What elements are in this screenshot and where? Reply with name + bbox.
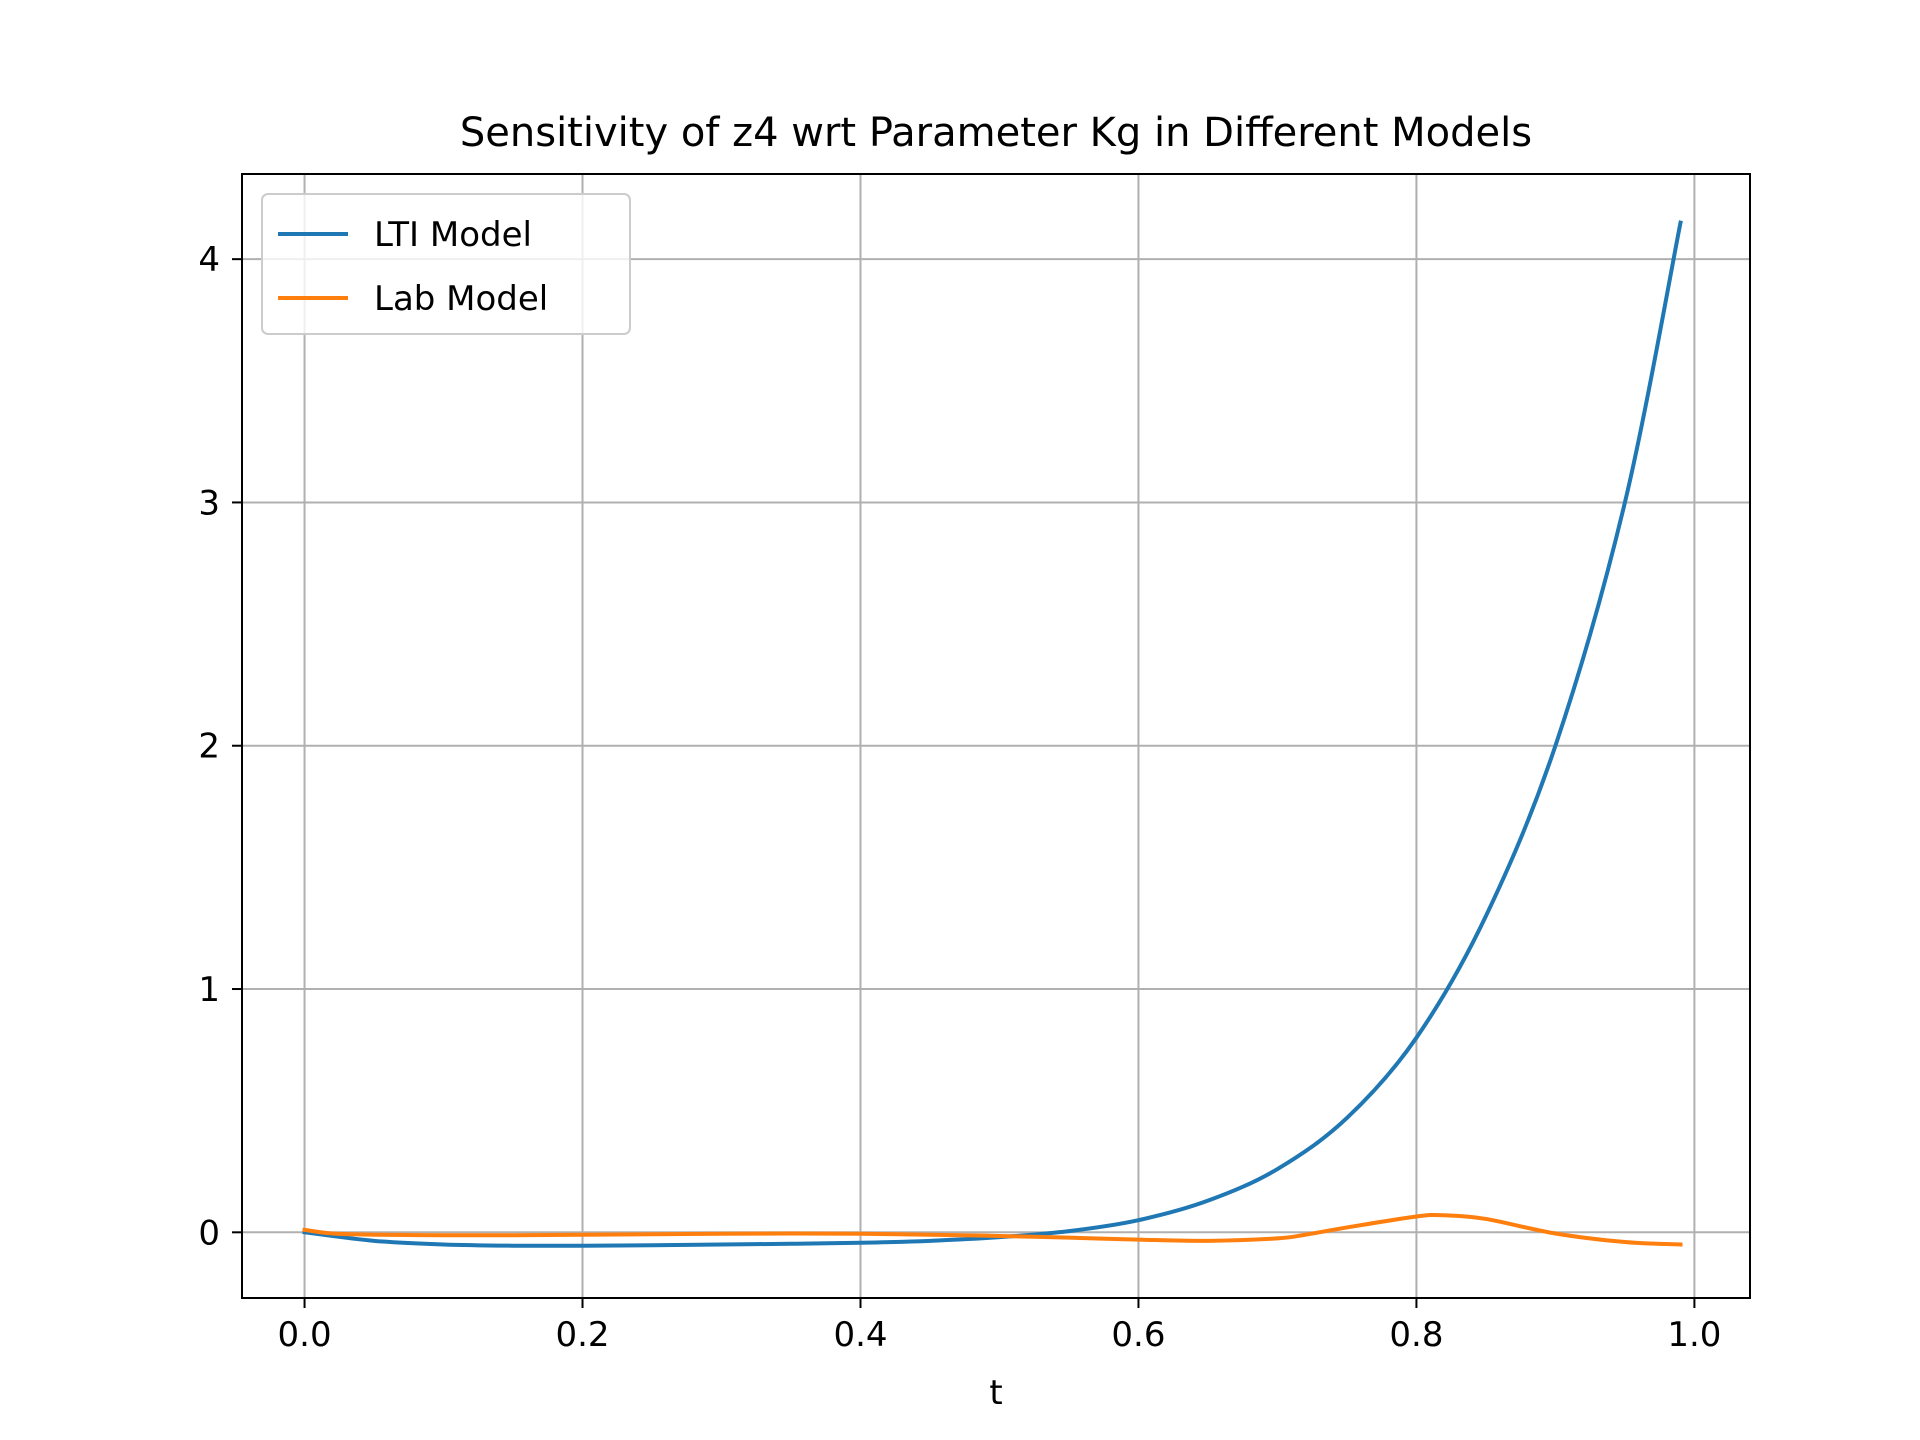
plot-area-frame <box>241 173 1751 1299</box>
y-tick-label: 1 <box>198 970 220 1010</box>
chart-title: Sensitivity of z4 wrt Parameter Kg in Di… <box>460 110 1532 156</box>
axis-ticks: 0.0 0.2 0.4 0.6 0.8 1.0 0 1 2 3 4 <box>198 240 1721 1355</box>
x-tick-label: 0.4 <box>833 1315 887 1355</box>
legend-box <box>261 193 631 335</box>
x-axis-title: t <box>989 1373 1002 1413</box>
x-tick-label: 0.6 <box>1111 1315 1165 1355</box>
x-tick-label: 0.0 <box>278 1315 332 1355</box>
series-line-lab-model <box>302 1212 1683 1247</box>
x-tick-label: 0.8 <box>1389 1315 1443 1355</box>
series-line-lti-model <box>302 220 1683 1248</box>
y-tick-label: 4 <box>198 240 220 280</box>
legend-label-lab-model: Lab Model <box>374 279 548 319</box>
legend[interactable]: LTI Model Lab Model <box>261 193 631 335</box>
legend-label-lti-model: LTI Model <box>374 215 532 255</box>
x-tick-label: 1.0 <box>1667 1315 1721 1355</box>
grid <box>242 174 1750 1298</box>
x-tick-label: 0.2 <box>555 1315 609 1355</box>
series-lines <box>302 220 1683 1248</box>
y-tick-label: 3 <box>198 483 220 523</box>
y-tick-label: 2 <box>198 727 220 767</box>
y-tick-label: 0 <box>198 1213 220 1253</box>
